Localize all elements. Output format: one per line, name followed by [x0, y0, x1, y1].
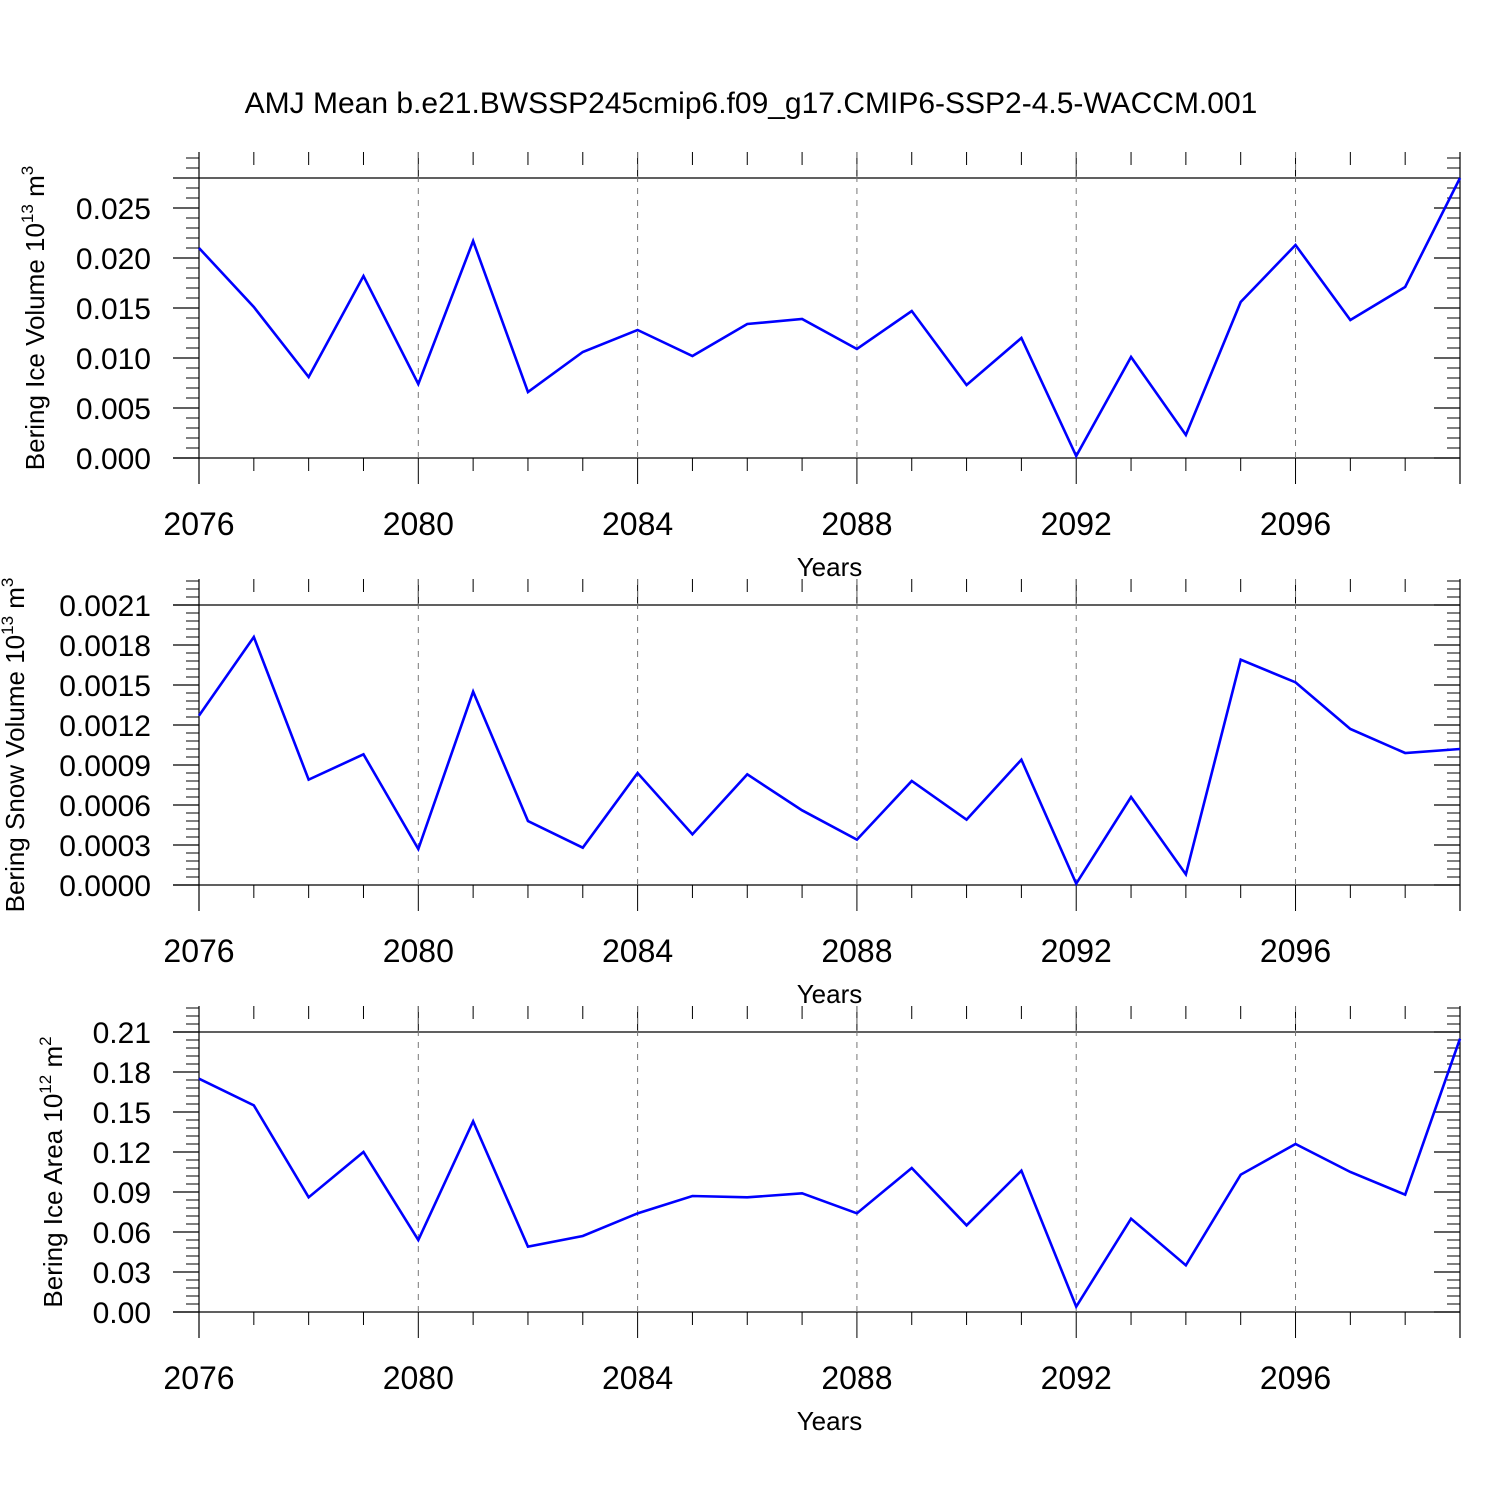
x-tick-label: 2084: [602, 1360, 673, 1396]
y-axis-label: Bering Ice Area 1012 m2: [36, 1036, 68, 1307]
series-line: [197, 634, 1461, 887]
y-tick-label: 0.03: [93, 1257, 151, 1290]
y-tick-label: 0.0003: [59, 830, 151, 863]
x-tick-label: 2096: [1260, 933, 1331, 969]
y-tick-label: 0.0021: [59, 590, 151, 623]
y-tick-label: 0.0015: [59, 670, 151, 703]
y-tick-label: 0.020: [76, 243, 151, 276]
figure-title: AMJ Mean b.e21.BWSSP245cmip6.f09_g17.CMI…: [245, 87, 1258, 120]
x-tick-label: 2088: [821, 506, 892, 542]
x-tick-label: 2092: [1041, 1360, 1112, 1396]
x-tick-label: 2080: [383, 1360, 454, 1396]
y-axis-label: Bering Ice Volume 1013 m3: [18, 166, 50, 470]
y-tick-label: 0.06: [93, 1217, 151, 1250]
y-tick-label: 0.18: [93, 1057, 151, 1090]
x-axis-label: Years: [797, 1406, 863, 1436]
x-tick-label: 2076: [163, 1360, 234, 1396]
y-tick-label: 0.005: [76, 393, 151, 426]
x-tick-label: 2084: [602, 506, 673, 542]
x-tick-label: 2076: [163, 933, 234, 969]
y-tick-label: 0.0009: [59, 750, 151, 783]
y-tick-label: 0.015: [76, 293, 151, 326]
x-tick-label: 2084: [602, 933, 673, 969]
y-tick-label: 0.0018: [59, 630, 151, 663]
x-tick-label: 2080: [383, 506, 454, 542]
x-tick-label: 2080: [383, 933, 454, 969]
x-tick-label: 2096: [1260, 506, 1331, 542]
y-tick-label: 0.00: [93, 1297, 151, 1330]
chart-panel-2: 0.0000 0.0003 0.0006 0.0009 0.0012 0.0015 0.00…: [0, 578, 1461, 1009]
x-axis-label: Years: [797, 552, 863, 582]
x-tick-label: 2088: [821, 933, 892, 969]
y-tick-label: 0.0006: [59, 790, 151, 823]
x-tick-label: 2092: [1041, 506, 1112, 542]
y-axis-label: Bering Snow Volume 1013 m3: [0, 578, 30, 913]
chart-panel-3: 0.00 0.03 0.06 0.09 0.12 0.15 0.18 0.21 2076 2080…: [36, 1006, 1462, 1436]
series-line: [198, 1038, 1462, 1310]
y-tick-label: 0.21: [93, 1017, 151, 1050]
x-tick-label: 2088: [821, 1360, 892, 1396]
chart-panel-1: 0.000 0.005 0.010 0.015 0.020 0.025 2076 2080 20…: [18, 152, 1462, 582]
y-tick-label: 0.010: [76, 343, 151, 376]
series-line: [198, 177, 1462, 459]
x-tick-label: 2076: [163, 506, 234, 542]
y-tick-label: 0.12: [93, 1137, 151, 1170]
y-tick-label: 0.09: [93, 1177, 151, 1210]
y-tick-label: 0.0012: [59, 710, 151, 743]
x-tick-label: 2096: [1260, 1360, 1331, 1396]
y-tick-label: 0.025: [76, 193, 151, 226]
x-axis-label: Years: [797, 979, 863, 1009]
y-tick-label: 0.15: [93, 1097, 151, 1130]
y-tick-label: 0.0000: [59, 870, 151, 903]
y-tick-label: 0.000: [76, 443, 151, 476]
x-tick-label: 2092: [1041, 933, 1112, 969]
